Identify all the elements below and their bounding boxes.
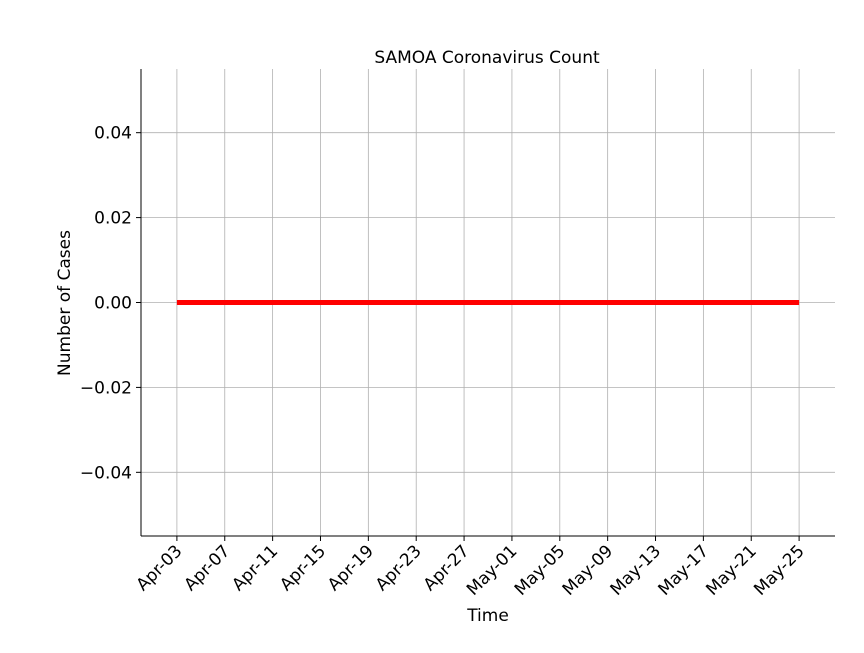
- x-tick-label: May-05: [511, 541, 569, 599]
- x-tick-label: May-09: [559, 541, 617, 599]
- y-tick-label: 0.04: [94, 124, 132, 144]
- x-tick-label: May-01: [463, 541, 521, 599]
- x-tick-labels: Apr-03Apr-07Apr-11Apr-15Apr-19Apr-23Apr-…: [133, 541, 809, 599]
- y-tick-label: −0.04: [80, 463, 132, 483]
- x-tick-label: May-13: [607, 541, 665, 599]
- x-tick-label: Apr-23: [372, 541, 426, 595]
- x-tick-label: Apr-19: [324, 541, 378, 595]
- x-tick-label: Apr-11: [228, 541, 282, 595]
- x-axis-label: Time: [466, 606, 509, 626]
- y-tick-label: 0.00: [94, 294, 132, 314]
- x-tick-label: May-17: [654, 541, 712, 599]
- y-tick-label: 0.02: [94, 209, 132, 229]
- y-tick-labels: 0.04 0.02 0.00 −0.02 −0.04: [80, 124, 132, 484]
- y-axis-label: Number of Cases: [55, 230, 75, 376]
- x-tick-label: May-25: [750, 541, 808, 599]
- x-tick-label: Apr-03: [133, 541, 187, 595]
- axes: [136, 69, 835, 541]
- chart-title: SAMOA Coronavirus Count: [374, 48, 600, 68]
- x-tick-label: May-21: [702, 541, 760, 599]
- x-tick-label: Apr-15: [276, 541, 330, 595]
- x-tick-label: Apr-07: [180, 541, 234, 595]
- y-tick-label: −0.02: [80, 378, 132, 398]
